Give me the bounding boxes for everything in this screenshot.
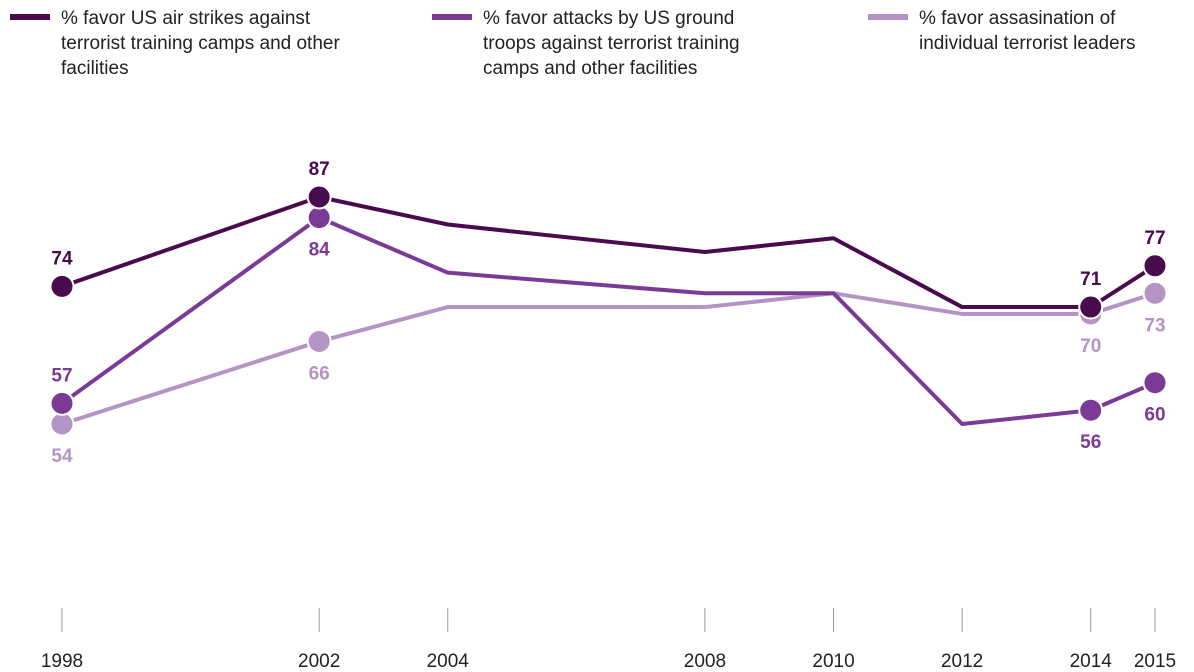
data-label: 54 — [51, 446, 73, 467]
data-point-marker — [1142, 280, 1168, 306]
x-tick-label: 2008 — [684, 651, 726, 672]
data-point-marker — [49, 273, 75, 299]
legend-swatch-air-strikes — [10, 14, 50, 20]
legend-label-line: individual terrorist leaders — [919, 33, 1136, 54]
legend-label-assassination: % favor assasination of individual terro… — [919, 6, 1136, 56]
legend-item-assassination: % favor assasination of individual terro… — [868, 6, 1136, 56]
legend-item-air-strikes: % favor US air strikes against terrorist… — [10, 6, 340, 81]
data-point-marker — [306, 328, 332, 354]
legend-label-line: troops against terrorist training — [483, 33, 740, 54]
data-label: 60 — [1144, 405, 1165, 426]
data-label: 73 — [1144, 315, 1165, 336]
chart-legend: % favor US air strikes against terrorist… — [0, 6, 1194, 96]
x-tick-label: 2012 — [941, 651, 983, 672]
legend-label-line: camps and other facilities — [483, 58, 698, 79]
data-label: 57 — [51, 365, 72, 386]
series-line — [60, 291, 1157, 426]
legend-label-line: % favor assasination of — [919, 8, 1116, 29]
data-label: 84 — [309, 240, 331, 261]
x-tick-label: 2002 — [298, 651, 340, 672]
data-point-marker — [1078, 294, 1104, 320]
legend-label-line: facilities — [61, 58, 129, 79]
x-tick-label: 1998 — [41, 651, 83, 672]
x-tick-label: 2014 — [1070, 651, 1113, 672]
data-point-marker — [306, 184, 332, 210]
data-label: 74 — [51, 248, 73, 269]
legend-label-line: terrorist training camps and other — [61, 33, 340, 54]
data-label: 70 — [1080, 336, 1101, 357]
data-point-marker — [49, 390, 75, 416]
data-point-marker — [306, 205, 332, 231]
data-label: 77 — [1144, 228, 1165, 249]
data-label: 66 — [309, 363, 330, 384]
series-line — [60, 195, 1157, 310]
legend-swatch-assassination — [868, 14, 908, 20]
data-label: 71 — [1080, 269, 1102, 290]
data-point-marker — [1142, 370, 1168, 396]
legend-label-ground-troops: % favor attacks by US ground troops agai… — [483, 6, 740, 81]
x-tick-label: 2010 — [812, 651, 854, 672]
data-point-marker — [1142, 253, 1168, 279]
data-point-marker — [49, 411, 75, 437]
legend-label-line: % favor attacks by US ground — [483, 8, 735, 29]
data-label: 87 — [309, 159, 330, 180]
legend-item-ground-troops: % favor attacks by US ground troops agai… — [432, 6, 740, 81]
x-tick-label: 2004 — [427, 651, 470, 672]
x-tick-label: 2015 — [1134, 651, 1176, 672]
series-line — [60, 215, 1157, 426]
data-label: 56 — [1080, 432, 1101, 453]
legend-swatch-ground-troops — [432, 14, 472, 20]
legend-label-line: % favor US air strikes against — [61, 8, 311, 29]
legend-label-air-strikes: % favor US air strikes against terrorist… — [61, 6, 340, 81]
data-point-marker — [1078, 397, 1104, 423]
